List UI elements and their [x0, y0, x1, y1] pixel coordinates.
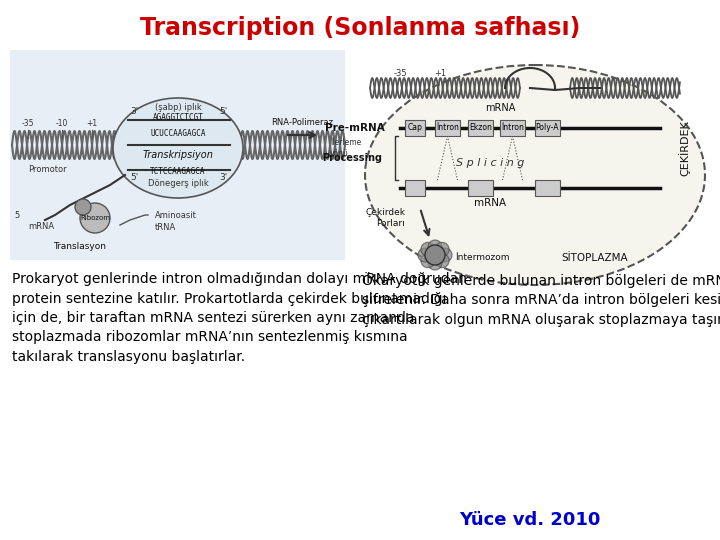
Text: TCTCCAAGAGCA: TCTCCAAGAGCA	[150, 167, 206, 177]
Text: Prokaryot genlerinde intron olmadığından dolayı mRNA doğrudan
protein sentezine : Prokaryot genlerinde intron olmadığından…	[12, 272, 467, 364]
Circle shape	[428, 256, 442, 270]
Bar	[468, 120, 493, 136]
Text: 5: 5	[14, 211, 20, 219]
Text: AGAGGТСТCGT: AGAGGТСТCGT	[153, 113, 204, 123]
Bar	[535, 120, 560, 136]
Text: -35: -35	[22, 119, 35, 128]
Text: mRNA: mRNA	[474, 198, 506, 208]
Text: S p l i c i n g: S p l i c i n g	[456, 158, 524, 168]
Text: (şabp) iplık: (şabp) iplık	[155, 103, 202, 111]
Ellipse shape	[365, 65, 705, 285]
Text: +1: +1	[434, 69, 446, 78]
Text: Promotor: Promotor	[28, 165, 67, 174]
Text: Ribozom: Ribozom	[80, 215, 110, 221]
Bar	[435, 120, 460, 136]
Text: Transcription (Sonlanma safhası): Transcription (Sonlanma safhası)	[140, 16, 580, 40]
Text: Translasyon: Translasyon	[53, 242, 107, 251]
Circle shape	[75, 199, 91, 215]
Bar	[405, 120, 425, 136]
Circle shape	[80, 203, 110, 233]
Text: mRNA: mRNA	[28, 222, 54, 231]
Text: Yüce vd. 2010: Yüce vd. 2010	[459, 511, 600, 529]
Circle shape	[438, 248, 452, 262]
Text: tRNA: tRNA	[155, 224, 176, 233]
Circle shape	[435, 242, 449, 256]
Circle shape	[425, 245, 445, 265]
Text: İntron: İntron	[436, 124, 459, 132]
Text: 3': 3'	[130, 107, 138, 117]
Text: Cap: Cap	[408, 124, 423, 132]
Text: RNA-Polimeraz: RNA-Polimeraz	[271, 118, 333, 127]
Text: Processing: Processing	[322, 153, 382, 163]
Text: İntron: İntron	[501, 124, 524, 132]
Circle shape	[421, 254, 435, 268]
Text: 3': 3'	[220, 172, 228, 181]
Circle shape	[418, 248, 432, 262]
Text: Pre-mRNA: Pre-mRNA	[325, 123, 385, 133]
Text: ÇEKİRDEK: ÇEKİRDEK	[678, 120, 690, 176]
Text: -35: -35	[393, 69, 407, 78]
FancyBboxPatch shape	[10, 50, 345, 260]
Text: Transkripsiyon: Transkripsiyon	[143, 150, 213, 160]
Bar	[500, 120, 525, 136]
Text: 5': 5'	[130, 172, 138, 181]
Circle shape	[435, 254, 449, 268]
Bar	[535, 180, 560, 196]
Text: Poly-A: Poly-A	[536, 124, 559, 132]
Bar	[405, 180, 425, 196]
Text: SİTOPLAZMA: SİTOPLAZMA	[562, 253, 628, 263]
Text: 5': 5'	[220, 107, 228, 117]
Ellipse shape	[113, 98, 243, 198]
Text: Aminoasit: Aminoasit	[155, 211, 197, 219]
Text: Çekirdek
Porları: Çekirdek Porları	[365, 208, 405, 228]
Text: +1: +1	[86, 119, 98, 128]
Text: Ökaryotik genlerde bulunan intron bölgeleri de mRNA’ya
şifrelenir. Daha sonra mR: Ökaryotik genlerde bulunan intron bölgel…	[362, 272, 720, 327]
Text: Dönegerş iplık: Dönegerş iplık	[148, 179, 208, 187]
Text: İntermozom: İntermozom	[455, 253, 510, 262]
Text: -10: -10	[56, 119, 68, 128]
Bar	[468, 180, 493, 196]
Text: Ekzon: Ekzon	[469, 124, 492, 132]
Text: mRNA: mRNA	[485, 103, 516, 113]
Circle shape	[421, 242, 435, 256]
Text: UCUCСAAGAGCA: UCUCСAAGAGCA	[150, 129, 206, 138]
Circle shape	[428, 240, 442, 254]
Text: İlerleme
yönü: İlerleme yönü	[330, 138, 361, 158]
